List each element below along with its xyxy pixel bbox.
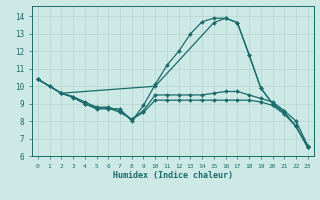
X-axis label: Humidex (Indice chaleur): Humidex (Indice chaleur) [113, 171, 233, 180]
